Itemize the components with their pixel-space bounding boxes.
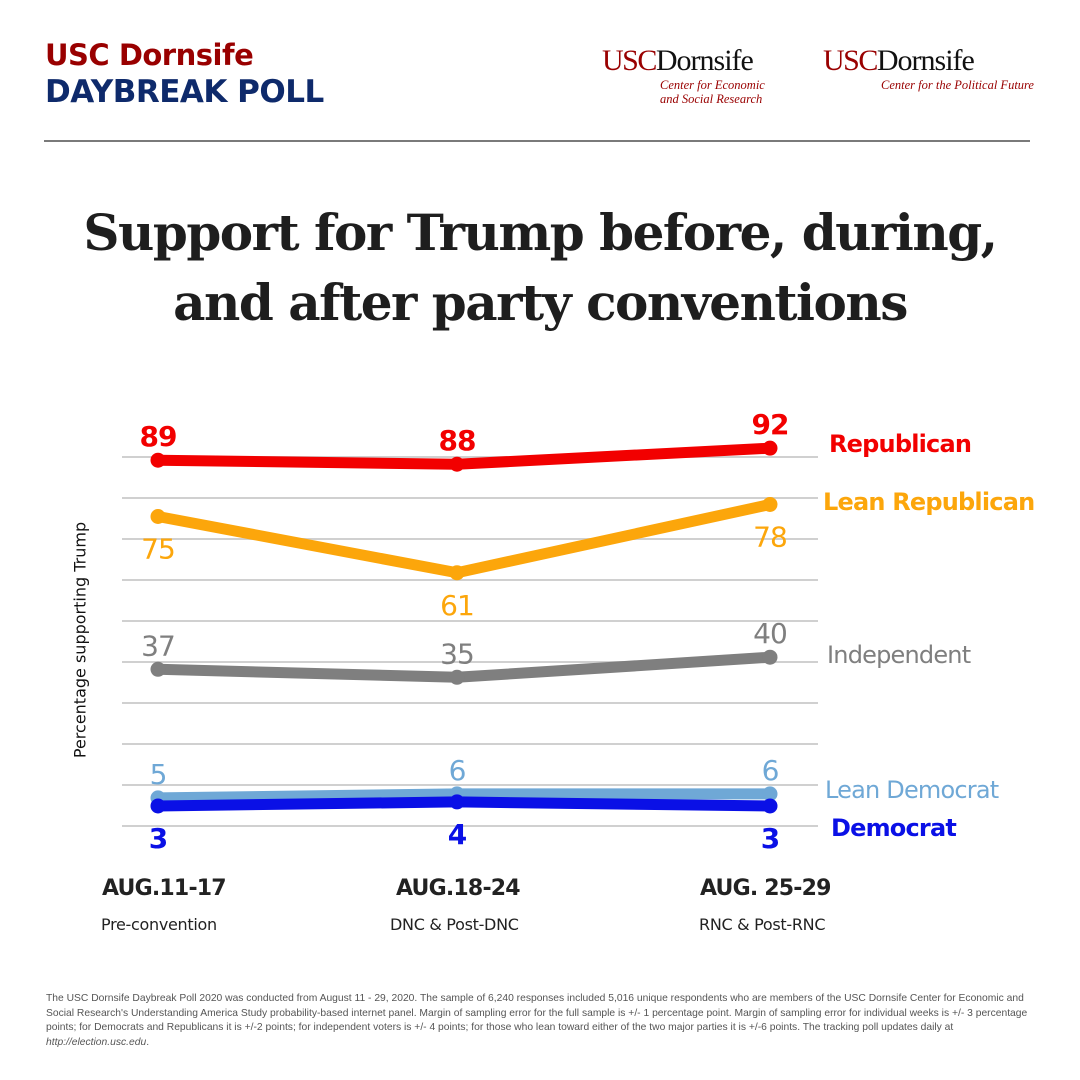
logo-usc-text: USC — [602, 44, 657, 77]
legend-label-lean_republican: Lean Republican — [823, 488, 1034, 516]
data-point-republican — [150, 452, 166, 468]
data-labels: 89 88 92 75 61 78 37 35 40 5 6 6 3 4 3 — [140, 408, 790, 855]
data-point-democrat — [449, 794, 465, 810]
data-label-lean_republican: 78 — [753, 520, 787, 553]
logo-subtitle-line1: Center for Economic — [660, 78, 765, 92]
data-point-democrat — [762, 798, 778, 814]
data-label-lean_republican: 61 — [440, 589, 474, 622]
data-point-lean_republican — [762, 496, 778, 512]
legend-label-lean_democrat: Lean Democrat — [825, 776, 999, 804]
legend-label-republican: Republican — [829, 430, 971, 458]
x-category-sublabel: Pre-convention — [101, 915, 217, 934]
data-label-lean_democrat: 6 — [762, 754, 779, 787]
legend: Republican Lean Republican Independent Lean… — [823, 430, 1035, 842]
data-point-independent — [762, 649, 778, 665]
logo-subtitle-line2: and Social Research — [660, 92, 763, 106]
logo-cesr: USCDornsife Center for Economic and Soci… — [602, 44, 765, 106]
data-label-democrat: 3 — [149, 822, 167, 855]
logo-dornsife-text: Dornsife — [876, 44, 975, 77]
brand-subtitle: DAYBREAK POLL — [45, 74, 324, 110]
chart-title: Support for Trump before, during, and af… — [0, 198, 1080, 338]
x-category-label: AUG. 25-29 — [700, 876, 831, 901]
data-label-republican: 89 — [140, 420, 177, 453]
logo-subtitle-line1: Center for the Political Future — [881, 78, 1034, 92]
footnote-end: . — [146, 1036, 150, 1048]
logo-cpf: USCDornsife Center for the Political Fut… — [823, 44, 1034, 92]
methodology-footnote: The USC Dornsife Daybreak Poll 2020 was … — [46, 992, 1036, 1050]
legend-label-democrat: Democrat — [831, 814, 956, 842]
data-label-democrat: 3 — [761, 822, 779, 855]
x-category-label: AUG.18-24 — [396, 876, 521, 901]
data-label-lean_democrat: 5 — [150, 758, 167, 791]
data-point-republican — [449, 456, 465, 472]
data-label-republican: 88 — [439, 424, 476, 457]
x-category-label: AUG.11-17 — [102, 876, 227, 901]
header-divider — [44, 140, 1030, 142]
data-point-republican — [762, 440, 778, 456]
footnote-text: The USC Dornsife Daybreak Poll 2020 was … — [46, 993, 1028, 1033]
data-point-lean_democrat — [762, 786, 778, 802]
x-category-sublabel: DNC & Post-DNC — [390, 915, 519, 934]
data-point-lean_republican — [150, 509, 166, 524]
series-lines — [150, 440, 778, 814]
x-category-sublabel: RNC & Post-RNC — [699, 915, 826, 934]
chart-title-line2: and after party conventions — [173, 273, 908, 332]
logo-dornsife-text: Dornsife — [655, 44, 754, 77]
footnote-link[interactable]: http://election.usc.edu — [46, 1036, 147, 1048]
data-label-democrat: 4 — [448, 818, 467, 851]
data-point-independent — [449, 669, 465, 685]
chart-title-line1: Support for Trump before, during, — [83, 203, 998, 262]
data-point-democrat — [150, 798, 166, 814]
logo-usc-text: USC — [823, 44, 878, 77]
data-point-independent — [150, 661, 166, 677]
data-point-lean_republican — [449, 565, 465, 581]
data-label-republican: 92 — [752, 408, 789, 441]
data-label-lean_republican: 75 — [141, 533, 175, 566]
data-label-independent: 35 — [440, 637, 474, 670]
data-label-lean_democrat: 6 — [449, 754, 466, 787]
brand-title: USC Dornsife — [45, 38, 254, 72]
data-label-independent: 40 — [753, 617, 787, 650]
legend-label-independent: Independent — [827, 641, 971, 669]
data-label-independent: 37 — [141, 629, 175, 662]
